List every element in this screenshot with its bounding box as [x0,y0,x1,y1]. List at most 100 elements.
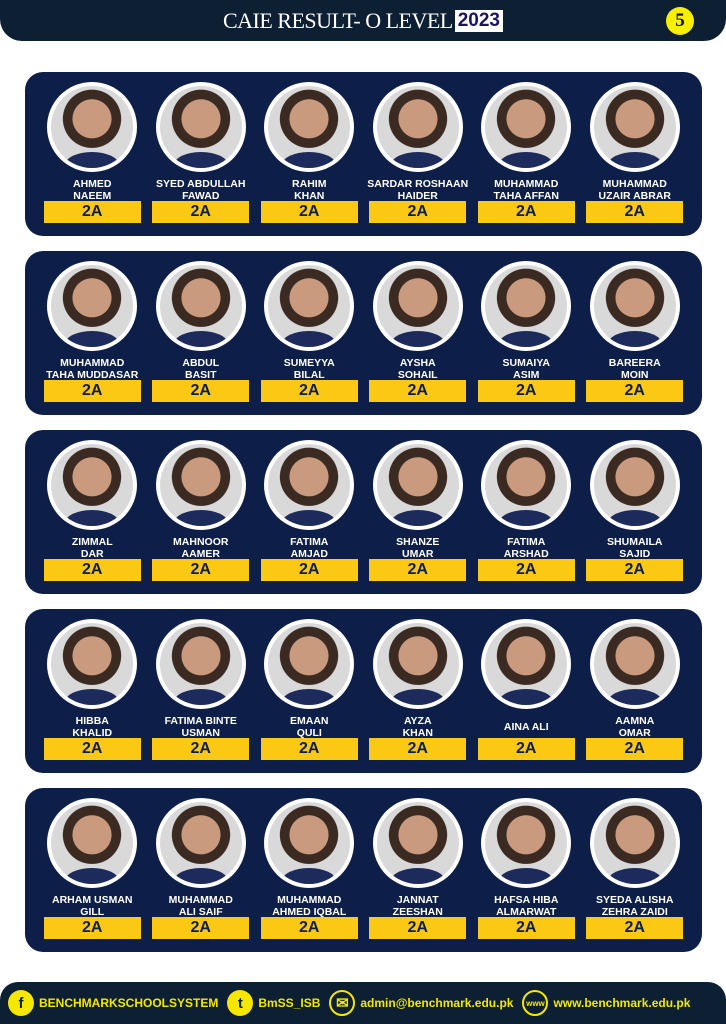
facebook-icon[interactable]: f [8,990,34,1016]
twitter-icon[interactable]: t [227,990,254,1016]
student-photo [155,82,246,172]
student-photo [481,440,572,530]
student-name-line: OMAR [618,727,651,739]
student-card: ARHAM USMAN GILL 2A [38,788,147,952]
portrait-image [376,86,459,168]
student-name: FATIMA ARSHAD [504,535,549,561]
student-photo [264,261,355,351]
student-card: AAMNA OMAR 2A [581,609,690,773]
portrait-image [593,623,676,705]
grade-badge: 2A [152,380,250,402]
student-name: MAHNOOR AAMER [173,535,228,561]
portrait-image [268,802,351,884]
student-name-line: BAREERA [608,357,661,369]
portrait-image [593,86,676,168]
grade-badge: 2A [43,917,141,939]
student-name: ABDUL BASIT [182,356,219,382]
student-card: HIBBA KHALID 2A [38,609,147,773]
student-name: SHUMAILA SAJID [607,535,662,561]
student-card: MUHAMMAD TAHA AFFAN 2A [472,72,581,236]
globe-www-icon[interactable]: www [522,990,549,1016]
student-row-panel: ARHAM USMAN GILL 2A MUHAMMAD ALI SAIF 2A M… [25,788,702,952]
student-card: SARDAR ROSHAAN HAIDER 2A [364,72,473,236]
student-name-line: BILAL [293,369,325,381]
envelope-icon[interactable]: ✉ [329,990,356,1016]
student-name-line: SYED ABDULLAH [156,178,246,190]
student-photo [264,440,355,530]
student-card: MAHNOOR AAMER 2A [147,430,256,594]
portrait-image [485,86,568,168]
student-card: SUMEYYA BILAL 2A [255,251,364,415]
website-link[interactable]: www.benchmark.edu.pk [553,996,691,1010]
student-photo [372,261,463,351]
student-name: MUHAMMAD AHMED IQBAL [272,893,346,919]
student-card: HAFSA HIBA ALMARWAT 2A [472,788,581,952]
grade-badge: 2A [43,201,141,223]
student-name: EMAAN QULI [290,714,329,740]
student-name-line: HAFSA HIBA [494,894,559,906]
student-photo [481,261,572,351]
student-name: HIBBA KHALID [72,714,112,740]
grade-badge: 2A [369,201,467,223]
student-name-line: MAHNOOR [173,536,229,548]
student-name-line: ABDUL [182,357,220,369]
student-photo [47,82,138,172]
student-name: MUHAMMAD TAHA AFFAN [493,177,559,203]
student-card: FATIMA BINTE USMAN 2A [147,609,256,773]
student-card: AYZA KHAN 2A [364,609,473,773]
student-card: EMAAN QULI 2A [255,609,364,773]
email-link[interactable]: admin@benchmark.edu.pk [360,996,514,1010]
portrait-image [51,802,134,884]
student-name: HAFSA HIBA ALMARWAT [494,893,558,919]
portrait-image [268,623,351,705]
student-name: AINA ALI [504,714,549,740]
student-name-line: ARSHAD [503,548,549,560]
page-title: CAIE RESULT- O LEVEL [222,7,453,33]
student-name-line: RAHIM [292,178,327,190]
student-name: SARDAR ROSHAAN HAIDER [367,177,468,203]
student-photo [481,619,572,709]
student-name-line: QULI [296,727,322,739]
portrait-image [485,265,568,347]
student-name: AYZA KHAN [403,714,433,740]
portrait-image [593,802,676,884]
student-name: MUHAMMAD TAHA MUDDASAR [46,356,138,382]
grade-badge: 2A [260,559,358,581]
student-name-line: ASIM [513,369,540,381]
portrait-image [485,802,568,884]
student-name: SYEDA ALISHA ZEHRA ZAIDI [596,893,673,919]
student-name-line: AMJAD [290,548,328,560]
portrait-image [376,444,459,526]
student-name: ZIMMAL DAR [72,535,113,561]
student-name-line: TAHA MUDDASAR [46,369,139,381]
portrait-image [51,444,134,526]
student-name-line: ARHAM USMAN [52,894,133,906]
student-row-panel: HIBBA KHALID 2A FATIMA BINTE USMAN 2A EMAA… [25,609,702,773]
student-name: MUHAMMAD ALI SAIF [169,893,233,919]
student-card: ZIMMAL DAR 2A [38,430,147,594]
student-photo [155,440,246,530]
student-name: RAHIM KHAN [292,177,326,203]
grade-badge: 2A [586,380,684,402]
student-name-line: UMAR [401,548,434,560]
student-photo [589,798,680,888]
student-name: BAREERA MOIN [609,356,661,382]
student-name-line: SAJID [619,548,651,560]
student-photo [481,82,572,172]
footer: f BENCHMARKSCHOOLSYSTEM t BmSS_ISB ✉ adm… [0,982,726,1024]
twitter-link[interactable]: BmSS_ISB [258,996,321,1010]
grade-badge: 2A [369,738,467,760]
grade-badge: 2A [586,917,684,939]
grade-badge: 2A [369,917,467,939]
student-name: MUHAMMAD UZAIR ABRAR [598,177,671,203]
student-name-line: KHAN [402,727,433,739]
student-photo [372,440,463,530]
student-name-line: NAEEM [73,190,112,202]
portrait-image [159,86,242,168]
facebook-link[interactable]: BENCHMARKSCHOOLSYSTEM [39,996,219,1010]
student-name-line: AAMNA [615,715,655,727]
student-name-line: HAIDER [397,190,438,202]
student-name-line: SOHAIL [397,369,438,381]
student-photo [47,440,138,530]
student-card: BAREERA MOIN 2A [581,251,690,415]
